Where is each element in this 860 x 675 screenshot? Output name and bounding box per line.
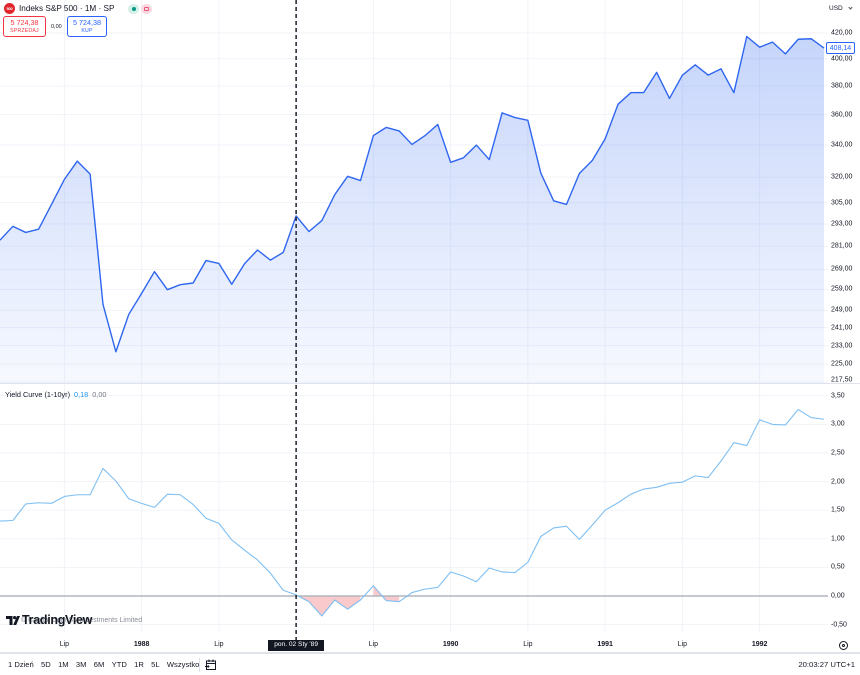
time-axis-month-label: Lip <box>368 641 379 648</box>
data-flag-icon <box>144 6 150 11</box>
time-axis-year-label: 1988 <box>133 641 150 648</box>
symbol-title[interactable]: Indeks S&P 500 · 1M · SP <box>19 4 115 13</box>
price-axis-label: 249,00 <box>831 306 853 314</box>
clock-timezone[interactable]: 20:03:27 UTC+1 <box>798 660 855 669</box>
buy-label: KUP <box>81 27 93 34</box>
last-price-badge: 408,14 <box>826 42 855 55</box>
sell-button[interactable]: 5 724,38 SPRZEDAJ <box>3 16 46 37</box>
indicator-name: Yield Curve (1-10yr) <box>5 390 71 399</box>
range-5y[interactable]: 5L <box>151 660 160 669</box>
tradingview-logo[interactable]: TradingView <box>6 614 92 627</box>
go-to-date-calendar-icon[interactable] <box>205 659 217 671</box>
currency-dropdown[interactable]: USD <box>826 1 858 15</box>
chevron-down-icon <box>848 4 853 10</box>
sell-price: 5 724,38 <box>10 18 39 28</box>
tradingview-logo-icon <box>6 615 20 625</box>
price-axis-label: 241,00 <box>831 324 853 332</box>
indicator-axis-label: 0,50 <box>831 563 845 571</box>
price-axis-label: 340,00 <box>831 141 853 149</box>
indicator-axis-label: 3,50 <box>831 392 845 400</box>
time-axis-month-label: Lip <box>59 641 70 648</box>
range-1y[interactable]: 1R <box>134 660 144 669</box>
price-axis-label: 225,00 <box>831 360 853 368</box>
sp500-logo-icon: 500 <box>4 3 15 14</box>
market-open-dot-icon <box>131 6 136 11</box>
data-flag-status <box>141 3 153 14</box>
indicator-axis-label: 1,50 <box>831 506 845 514</box>
price-line[interactable] <box>0 35 825 353</box>
indicator-axis-label: 3,00 <box>831 420 845 428</box>
time-axis-month-label: Lip <box>523 641 533 648</box>
currency-label: USD <box>829 4 843 12</box>
range-1m[interactable]: 1M <box>58 660 69 669</box>
chart-canvas[interactable] <box>0 0 860 653</box>
time-axis-year-label: 1991 <box>597 641 613 648</box>
range-1d[interactable]: 1 Dzień <box>8 660 34 669</box>
market-open-status <box>128 3 140 14</box>
yield-curve-line[interactable] <box>0 408 825 617</box>
buy-price: 5 724,38 <box>73 18 101 28</box>
price-axis-label: 305,00 <box>831 199 853 207</box>
range-6m[interactable]: 6M <box>93 660 105 669</box>
price-axis-label: 293,00 <box>831 220 853 228</box>
price-axis-label: 360,00 <box>831 111 853 119</box>
indicator-zero-value: 0,00 <box>92 390 107 399</box>
sell-label: SPRZEDAJ <box>10 27 39 34</box>
price-axis-label: 281,00 <box>831 242 853 250</box>
settings-gear-icon[interactable] <box>839 641 848 650</box>
price-area <box>0 36 824 384</box>
indicator-value: 0,18 <box>74 390 89 399</box>
price-axis-label: 380,00 <box>831 82 853 90</box>
indicator-axis-label: -0,50 <box>831 621 847 629</box>
market-status[interactable] <box>128 3 153 14</box>
symbol-header: 500 Indeks S&P 500 · 1M · SP <box>4 2 153 15</box>
tradingview-wordmark: TradingView <box>22 613 93 627</box>
indicator-axis-label: 1,00 <box>831 535 845 543</box>
range-all[interactable]: Wszystko <box>166 660 200 669</box>
indicator-axis-label: 2,00 <box>831 478 845 486</box>
time-axis-month-label: Lip <box>677 641 688 648</box>
indicator-axis-label: 0,00 <box>831 592 845 600</box>
price-axis-label: 420,00 <box>831 29 853 37</box>
price-axis-label: 269,00 <box>831 265 853 273</box>
inversion-shade <box>373 585 400 602</box>
toolbar-divider <box>199 658 200 672</box>
price-axis-label: 320,00 <box>831 173 853 181</box>
range-5d[interactable]: 5D <box>41 660 51 669</box>
bottom-toolbar: 1 Dzień 5D 1M 3M 6M YTD 1R 5L Wszystko 2… <box>0 653 860 675</box>
buy-button[interactable]: 5 724,38 KUP <box>67 16 107 37</box>
price-axis-label: 233,00 <box>831 342 853 350</box>
spread-value: 0,00 <box>51 24 62 30</box>
inversion-shade <box>296 594 361 617</box>
data-source-watermark: © Capital Com SV Investments Limited <box>21 617 143 624</box>
price-axis-label: 217,50 <box>831 376 853 384</box>
range-ytd[interactable]: YTD <box>111 660 127 669</box>
time-axis-month-label: Lip <box>214 641 224 648</box>
range-3m[interactable]: 3M <box>75 660 87 669</box>
price-axis-label: 400,00 <box>831 55 853 63</box>
crosshair-date-label: pon. 02 Sty '89 <box>268 640 325 651</box>
time-axis-year-label: 1992 <box>751 641 768 648</box>
price-axis-label: 259,00 <box>831 285 853 293</box>
date-range-selector: 1 Dzień 5D 1M 3M 6M YTD 1R 5L Wszystko <box>8 661 199 669</box>
indicator-legend[interactable]: Yield Curve (1-10yr) 0,18 0,00 <box>5 390 107 399</box>
indicator-axis-label: 2,50 <box>831 449 845 457</box>
time-axis-year-label: 1990 <box>442 641 459 648</box>
